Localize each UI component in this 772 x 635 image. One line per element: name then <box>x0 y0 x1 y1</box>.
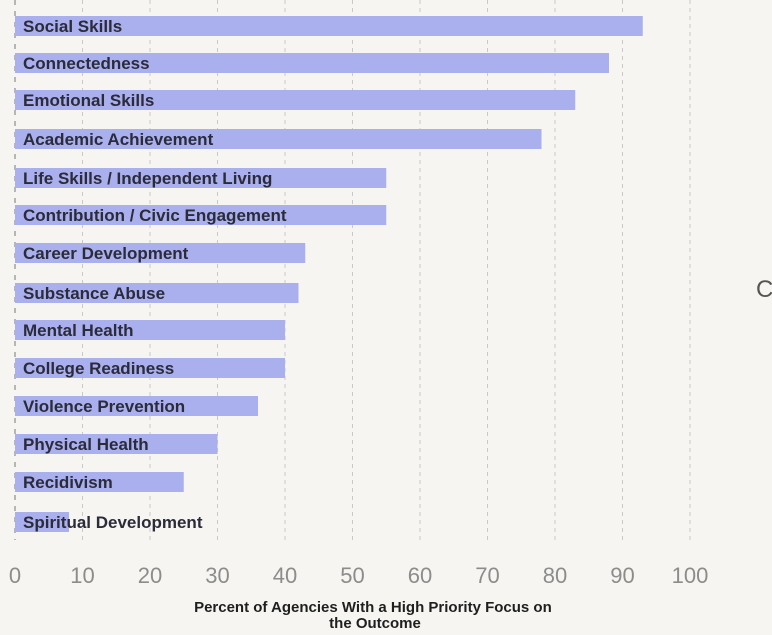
x-tick-label: 90 <box>610 563 634 588</box>
x-tick-label: 80 <box>543 563 567 588</box>
bar <box>15 283 299 303</box>
bar-labels: Social Skills Connectedness Emotional Skil… <box>23 17 287 532</box>
bar-label: Mental Health <box>23 321 134 340</box>
bar-label: Social Skills <box>23 17 122 36</box>
x-tick-label: 50 <box>340 563 364 588</box>
bar-label: Physical Health <box>23 435 149 454</box>
x-tick-label: 10 <box>70 563 94 588</box>
bars <box>15 16 643 532</box>
bar <box>15 320 285 340</box>
x-tick-label: 20 <box>138 563 162 588</box>
bar <box>15 168 387 188</box>
bar-label: Academic Achievement <box>23 130 214 149</box>
bar-label: Violence Prevention <box>23 397 185 416</box>
bar <box>15 243 306 263</box>
bar-label: Career Development <box>23 244 189 263</box>
bar <box>15 358 285 378</box>
bar <box>15 90 576 110</box>
gridlines <box>14 0 691 540</box>
bar <box>15 512 69 532</box>
bar-label: College Readiness <box>23 359 174 378</box>
x-tick-label: 70 <box>475 563 499 588</box>
bar <box>15 53 609 73</box>
bar-label: Contribution / Civic Engagement <box>23 206 287 225</box>
bar <box>15 396 258 416</box>
x-axis-title-line-2: the Outcome <box>329 615 421 632</box>
clipped-edge-text: C <box>756 276 772 303</box>
bar-label: Life Skills / Independent Living <box>23 169 272 188</box>
bar <box>15 434 218 454</box>
x-tick-label: 100 <box>672 563 709 588</box>
x-tick-label: 40 <box>273 563 297 588</box>
bar <box>15 129 542 149</box>
bar <box>15 16 643 36</box>
bar-label: Substance Abuse <box>23 284 165 303</box>
bar-label: Connectedness <box>23 54 150 73</box>
bar-label: Emotional Skills <box>23 91 154 110</box>
bar <box>15 472 184 492</box>
x-tick-label: 30 <box>205 563 229 588</box>
x-tick-label: 60 <box>408 563 432 588</box>
bar-label: Recidivism <box>23 473 113 492</box>
bar-label: Spiritual Development <box>23 513 203 532</box>
bar <box>15 205 387 225</box>
x-tick-label: 0 <box>9 563 21 588</box>
x-axis-title: Percent of Agencies With a High Priority… <box>194 599 556 632</box>
x-axis-title-line-1: Percent of Agencies With a High Priority… <box>194 599 552 616</box>
x-tick-labels: 0 10 20 30 40 50 60 70 80 90 100 <box>9 563 708 588</box>
